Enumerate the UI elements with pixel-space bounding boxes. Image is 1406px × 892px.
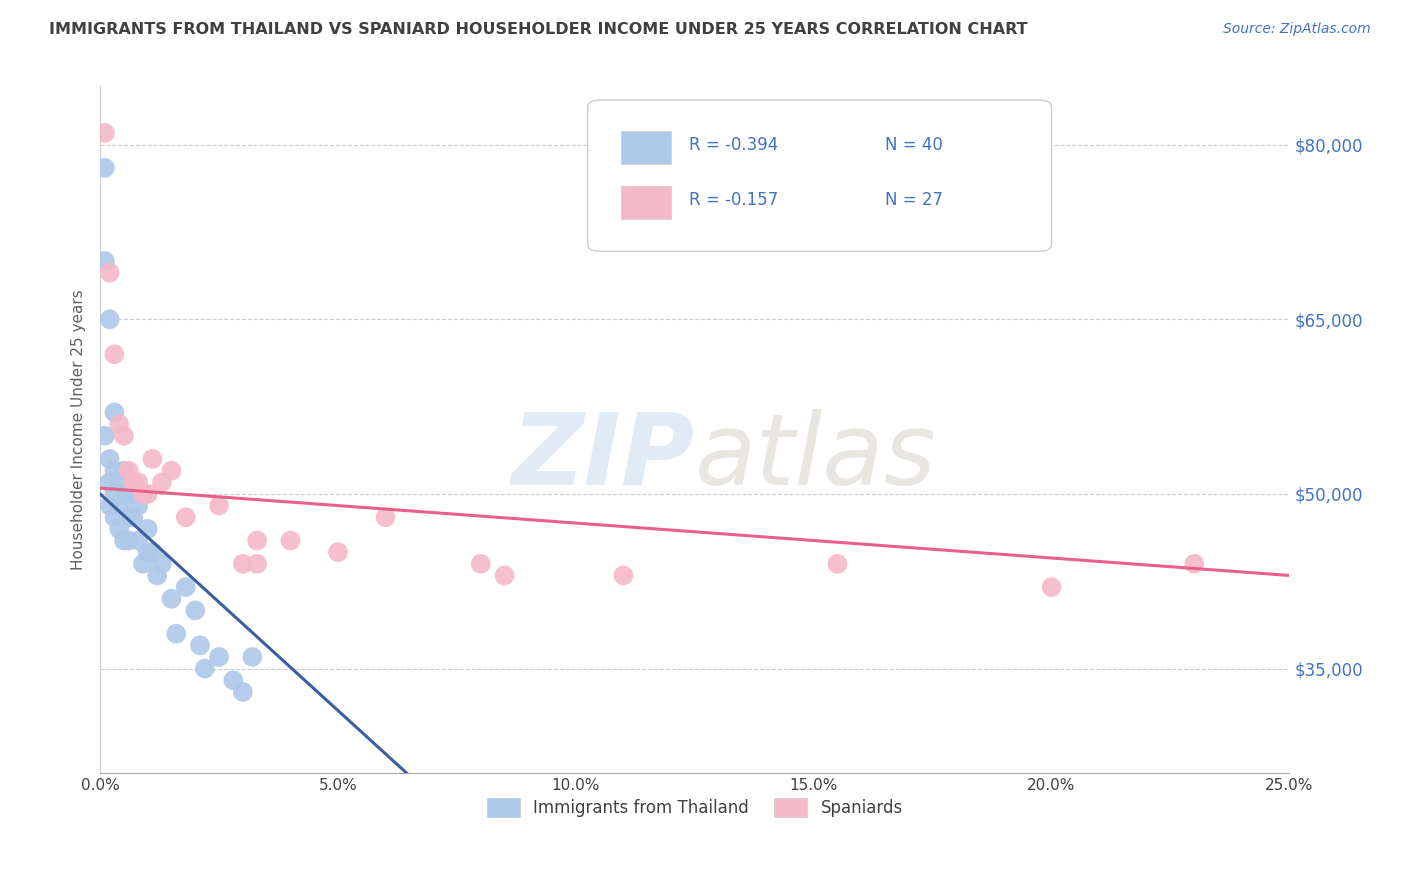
Point [232,557,254,571]
Point [94,254,117,268]
Point [470,557,492,571]
Point [246,557,269,571]
Point [136,487,159,501]
Text: IMMIGRANTS FROM THAILAND VS SPANIARD HOUSEHOLDER INCOME UNDER 25 YEARS CORRELATI: IMMIGRANTS FROM THAILAND VS SPANIARD HOU… [49,22,1028,37]
Point [1182,557,1205,571]
Text: R = -0.157: R = -0.157 [689,191,778,209]
Point [127,475,149,490]
Point [103,510,125,524]
Point [194,662,217,676]
Point [146,568,169,582]
Point [150,557,173,571]
Point [150,475,173,490]
Text: Source: ZipAtlas.com: Source: ZipAtlas.com [1223,22,1371,37]
Point [232,685,254,699]
Point [160,464,183,478]
Point [127,499,149,513]
Point [98,452,121,467]
Point [103,405,125,419]
Text: R = -0.394: R = -0.394 [689,136,778,153]
Point [122,487,145,501]
Point [132,557,155,571]
Point [127,533,149,548]
Point [112,487,135,501]
Point [103,464,125,478]
Point [240,650,263,665]
Point [160,591,183,606]
Point [103,347,125,361]
Point [1040,580,1063,594]
Text: ZIP: ZIP [512,409,695,506]
Point [122,475,145,490]
Point [188,638,211,652]
Point [174,510,197,524]
Point [374,510,396,524]
Point [94,428,117,442]
Point [165,626,187,640]
Point [280,533,302,548]
Point [94,161,117,175]
Y-axis label: Householder Income Under 25 years: Householder Income Under 25 years [72,290,86,570]
Point [112,464,135,478]
FancyBboxPatch shape [588,100,1052,252]
Point [112,533,135,548]
Point [326,545,349,559]
Point [98,475,121,490]
Text: N = 40: N = 40 [884,136,943,153]
Legend: Immigrants from Thailand, Spaniards: Immigrants from Thailand, Spaniards [479,791,910,823]
Point [208,499,231,513]
FancyBboxPatch shape [621,131,671,164]
Point [827,557,849,571]
Text: N = 27: N = 27 [884,191,943,209]
Point [98,266,121,280]
Text: atlas: atlas [695,409,936,506]
Point [108,522,131,536]
Point [174,580,197,594]
Point [108,499,131,513]
Point [103,487,125,501]
Point [494,568,516,582]
Point [112,428,135,442]
Point [184,603,207,617]
Point [108,475,131,490]
Point [118,533,141,548]
Point [94,126,117,140]
Point [118,510,141,524]
Point [136,545,159,559]
Point [132,487,155,501]
FancyBboxPatch shape [621,186,671,219]
Point [118,487,141,501]
Point [98,312,121,326]
Point [136,522,159,536]
Point [246,533,269,548]
Point [208,650,231,665]
Point [222,673,245,688]
Point [141,452,163,467]
Point [141,545,163,559]
Point [612,568,634,582]
Point [108,417,131,431]
Point [98,499,121,513]
Point [118,464,141,478]
Point [122,510,145,524]
